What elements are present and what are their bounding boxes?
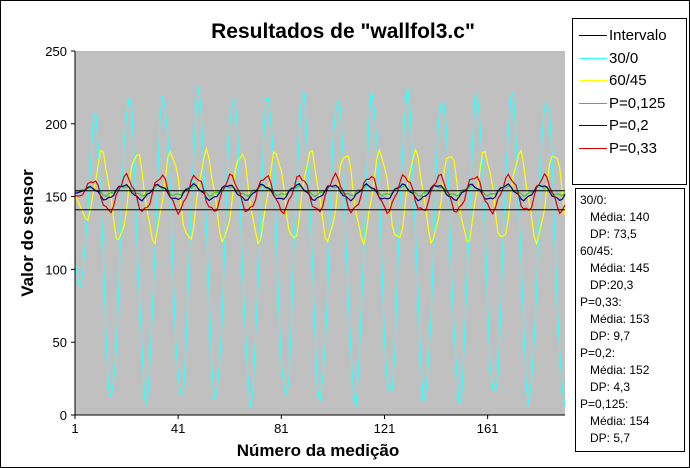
stats-media: Média: 152 — [590, 363, 650, 377]
legend-item: 30/0 — [573, 48, 686, 70]
plot-area — [75, 51, 565, 415]
stats-dp: DP: 9,7 — [590, 329, 631, 343]
legend-label: Intervalo — [609, 27, 667, 44]
x-tick-label: 81 — [274, 421, 288, 436]
y-tick-label: 0 — [60, 408, 67, 423]
legend-label: P=0,33 — [609, 139, 657, 157]
x-tick-label: 121 — [374, 421, 396, 436]
legend: Intervalo 30/0 60/45 P=0,125 P=0,2 P=0,33 — [572, 18, 687, 185]
stats-media: Média: 154 — [590, 414, 650, 428]
legend-item: P=0,125 — [573, 93, 686, 115]
legend-item: P=0,33 — [573, 138, 686, 160]
y-tick-label: 50 — [53, 335, 67, 350]
legend-swatch — [579, 57, 607, 59]
stats-dp: DP: 73,5 — [590, 227, 637, 241]
legend-swatch — [579, 125, 607, 126]
legend-swatch — [579, 147, 607, 149]
legend-label: 30/0 — [609, 49, 639, 67]
legend-item: Intervalo — [573, 25, 686, 47]
legend-item: P=0,2 — [573, 115, 686, 137]
series-line-1 — [74, 146, 566, 247]
series-line-4 — [74, 171, 566, 216]
x-axis-label: Número da medição — [237, 441, 400, 460]
y-tick-label: 150 — [45, 190, 67, 205]
x-tick-label: 161 — [477, 421, 499, 436]
legend-swatch — [579, 102, 607, 104]
x-tick-label: 41 — [171, 421, 185, 436]
series-line-0 — [74, 86, 566, 408]
stats-media: Média: 140 — [590, 210, 650, 224]
x-axis: 1 41 81 121 161 — [71, 415, 498, 436]
legend-label: P=0,125 — [609, 94, 666, 112]
y-tick-label: 100 — [45, 262, 67, 277]
stats-label: P=0,125: — [580, 397, 629, 411]
series-line-2 — [74, 184, 566, 198]
stats-dp: DP: 5,7 — [590, 431, 631, 445]
stats-media: Média: 145 — [590, 261, 650, 275]
y-tick-label: 250 — [45, 44, 67, 59]
chart-title: Resultados de "wallfol3.c" — [211, 20, 475, 43]
stats-label: P=0,2: — [580, 346, 616, 360]
y-tick-label: 200 — [45, 117, 67, 132]
stats-box: 30/0: Média: 140 DP: 73,5 60/45: Média: 145 D… — [575, 188, 685, 452]
legend-swatch — [579, 80, 607, 81]
stats-dp: DP: 4,3 — [590, 380, 631, 394]
stats-label: P=0,33: — [580, 295, 622, 309]
stats-label: 30/0: — [580, 193, 607, 207]
stats-label: 60/45: — [580, 244, 614, 258]
stats-media: Média: 153 — [590, 312, 650, 326]
y-axis-label: Valor do sensor — [18, 169, 37, 297]
stats-dp: DP:20,3 — [590, 278, 634, 292]
series-lines — [74, 86, 566, 408]
legend-label: 60/45 — [609, 72, 647, 89]
legend-swatch — [579, 35, 607, 36]
x-tick-label: 1 — [71, 421, 78, 436]
legend-label: P=0,2 — [609, 117, 649, 134]
y-axis: 0 50 100 150 200 250 — [45, 44, 75, 423]
legend-item: 60/45 — [573, 70, 686, 92]
